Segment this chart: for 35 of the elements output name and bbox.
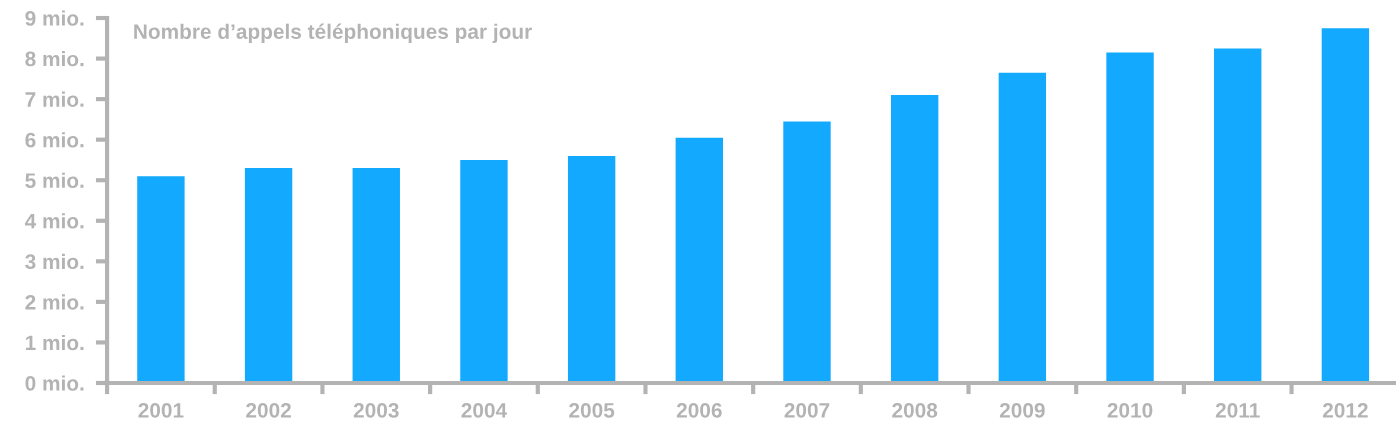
x-tick-label: 2003 bbox=[353, 402, 399, 418]
bar bbox=[1214, 48, 1262, 383]
x-tick-label: 2005 bbox=[569, 402, 615, 418]
x-tick-label: 2010 bbox=[1107, 402, 1153, 418]
y-tick-label: 3 mio. bbox=[25, 253, 84, 270]
bar bbox=[460, 159, 508, 383]
y-tick-label: 2 mio. bbox=[25, 294, 84, 310]
bar bbox=[1321, 28, 1370, 383]
x-tick-label: 2011 bbox=[1215, 402, 1260, 418]
y-tick-label: 7 mio. bbox=[25, 91, 84, 107]
x-tick-label: 2002 bbox=[246, 402, 291, 418]
x-tick-label: 2009 bbox=[999, 402, 1045, 418]
x-tick-label: 2004 bbox=[461, 402, 508, 418]
y-tick-label: 0 mio. bbox=[25, 375, 84, 391]
y-tick-label: 6 mio. bbox=[25, 132, 84, 148]
bar bbox=[998, 72, 1047, 383]
bar bbox=[783, 121, 831, 383]
bar bbox=[137, 176, 185, 383]
chart-title: Nombre d’appels téléphoniques par jour bbox=[134, 23, 532, 44]
x-tick-label: 2007 bbox=[784, 402, 830, 418]
bar bbox=[352, 168, 400, 383]
y-tick-label: 1 mio. bbox=[25, 334, 84, 351]
y-tick-label: 9 mio. bbox=[25, 10, 84, 26]
bar bbox=[675, 137, 723, 383]
bar bbox=[1106, 52, 1154, 383]
bar bbox=[567, 155, 616, 383]
x-tick-label: 2012 bbox=[1322, 402, 1368, 418]
bar bbox=[890, 95, 939, 383]
y-tick-label: 5 mio. bbox=[25, 172, 84, 188]
y-tick-label: 8 mio. bbox=[25, 51, 84, 67]
x-tick-label: 2008 bbox=[892, 402, 938, 418]
y-tick-label: 4 mio. bbox=[24, 213, 84, 229]
x-tick-label: 2006 bbox=[676, 402, 722, 418]
x-tick-label: 2001 bbox=[138, 402, 184, 418]
bar bbox=[244, 168, 293, 383]
